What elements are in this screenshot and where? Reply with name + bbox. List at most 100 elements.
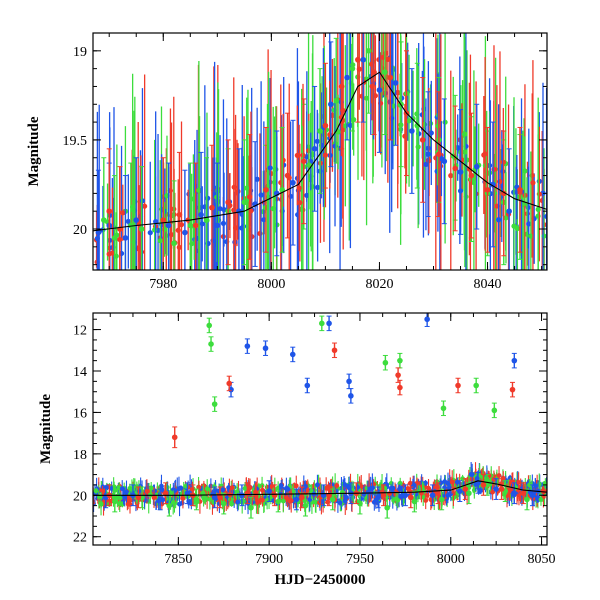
data-point xyxy=(344,74,350,81)
data-point xyxy=(480,482,487,488)
data-point xyxy=(509,386,516,393)
data-point xyxy=(468,172,475,179)
cloud-point xyxy=(247,484,253,490)
x-tick-label: 7980 xyxy=(149,277,177,292)
top-panel: 7980 8000 8020 8040 19 19.5 20 Magnitude xyxy=(26,32,548,292)
data-point xyxy=(329,496,336,503)
cloud-point xyxy=(240,223,247,229)
data-point xyxy=(226,380,232,387)
cloud-point xyxy=(536,191,542,197)
data-point xyxy=(220,500,227,507)
cloud-point xyxy=(139,198,146,204)
cloud-point xyxy=(406,118,412,124)
data-point xyxy=(111,498,118,505)
cloud-point xyxy=(420,126,427,132)
blue-series xyxy=(102,313,536,511)
y-tick-label: 20 xyxy=(73,489,87,504)
cloud-point xyxy=(516,479,522,485)
cloud-point xyxy=(449,479,455,485)
data-point xyxy=(326,320,332,327)
data-point xyxy=(441,158,448,165)
data-point xyxy=(397,384,403,391)
cloud-point xyxy=(342,498,348,504)
cloud-point xyxy=(460,476,466,482)
data-point xyxy=(455,382,461,389)
data-point xyxy=(375,494,381,501)
cloud-point xyxy=(93,488,99,494)
data-point xyxy=(160,217,167,223)
data-point xyxy=(328,101,334,108)
data-point xyxy=(484,187,491,193)
data-point xyxy=(317,128,323,134)
cloud-point xyxy=(533,483,538,489)
cloud-point xyxy=(98,501,104,507)
data-point xyxy=(300,158,307,165)
data-point xyxy=(384,504,390,511)
cloud-point xyxy=(313,499,318,505)
cloud-point xyxy=(423,161,429,167)
cloud-point xyxy=(482,151,488,157)
data-point xyxy=(452,165,458,172)
data-point xyxy=(419,137,426,143)
data-point xyxy=(380,492,387,499)
data-point xyxy=(271,492,278,499)
data-point xyxy=(290,179,296,186)
cloud-point xyxy=(490,489,496,495)
data-point xyxy=(302,502,309,509)
data-point xyxy=(106,208,113,214)
cloud-point xyxy=(207,496,213,502)
red-series xyxy=(106,33,523,270)
cloud-point xyxy=(500,168,506,175)
data-point xyxy=(414,122,421,129)
data-point xyxy=(491,407,498,414)
y-tick-label: 12 xyxy=(73,324,87,339)
cloud-point xyxy=(229,485,235,491)
data-point xyxy=(138,226,145,232)
data-point xyxy=(506,208,512,214)
cloud-point xyxy=(347,122,353,128)
data-point xyxy=(293,496,300,503)
data-point xyxy=(319,320,325,327)
cloud-point xyxy=(260,497,265,503)
data-point xyxy=(425,151,431,157)
data-point xyxy=(217,494,223,501)
data-point xyxy=(192,222,199,229)
cloud-point xyxy=(423,480,428,486)
cloud-point xyxy=(168,231,175,238)
top-y-axis-label: Magnitude xyxy=(26,116,42,186)
cloud-point xyxy=(541,233,547,239)
y-tick-label: 16 xyxy=(73,406,87,421)
data-point xyxy=(244,343,251,349)
cloud-point xyxy=(415,144,421,150)
cloud-point xyxy=(522,168,528,174)
cloud-point xyxy=(120,210,126,216)
cloud-point xyxy=(442,119,448,125)
data-point xyxy=(387,74,394,81)
cloud-point xyxy=(461,131,468,137)
data-point xyxy=(208,341,214,347)
data-point xyxy=(355,56,361,63)
data-point xyxy=(346,378,352,385)
x-tick-label: 8000 xyxy=(257,277,285,292)
cloud-point xyxy=(124,490,129,495)
data-point xyxy=(365,48,372,54)
cloud-point xyxy=(438,480,444,486)
data-point xyxy=(193,496,200,503)
cloud-point xyxy=(411,482,417,488)
data-point xyxy=(262,345,269,352)
data-point xyxy=(209,204,215,211)
cloud-point xyxy=(293,483,299,489)
y-tick-label: 19 xyxy=(73,45,87,60)
data-point xyxy=(349,65,356,72)
cloud-point xyxy=(397,480,403,486)
data-point xyxy=(176,211,183,218)
data-point xyxy=(171,434,178,441)
cloud-point xyxy=(151,495,157,501)
data-point xyxy=(529,492,536,499)
data-point xyxy=(304,382,311,389)
cloud-point xyxy=(342,482,348,487)
top-data-points xyxy=(93,33,547,270)
cloud-point xyxy=(538,497,544,502)
cloud-point xyxy=(142,203,148,209)
cloud-point xyxy=(491,476,497,482)
